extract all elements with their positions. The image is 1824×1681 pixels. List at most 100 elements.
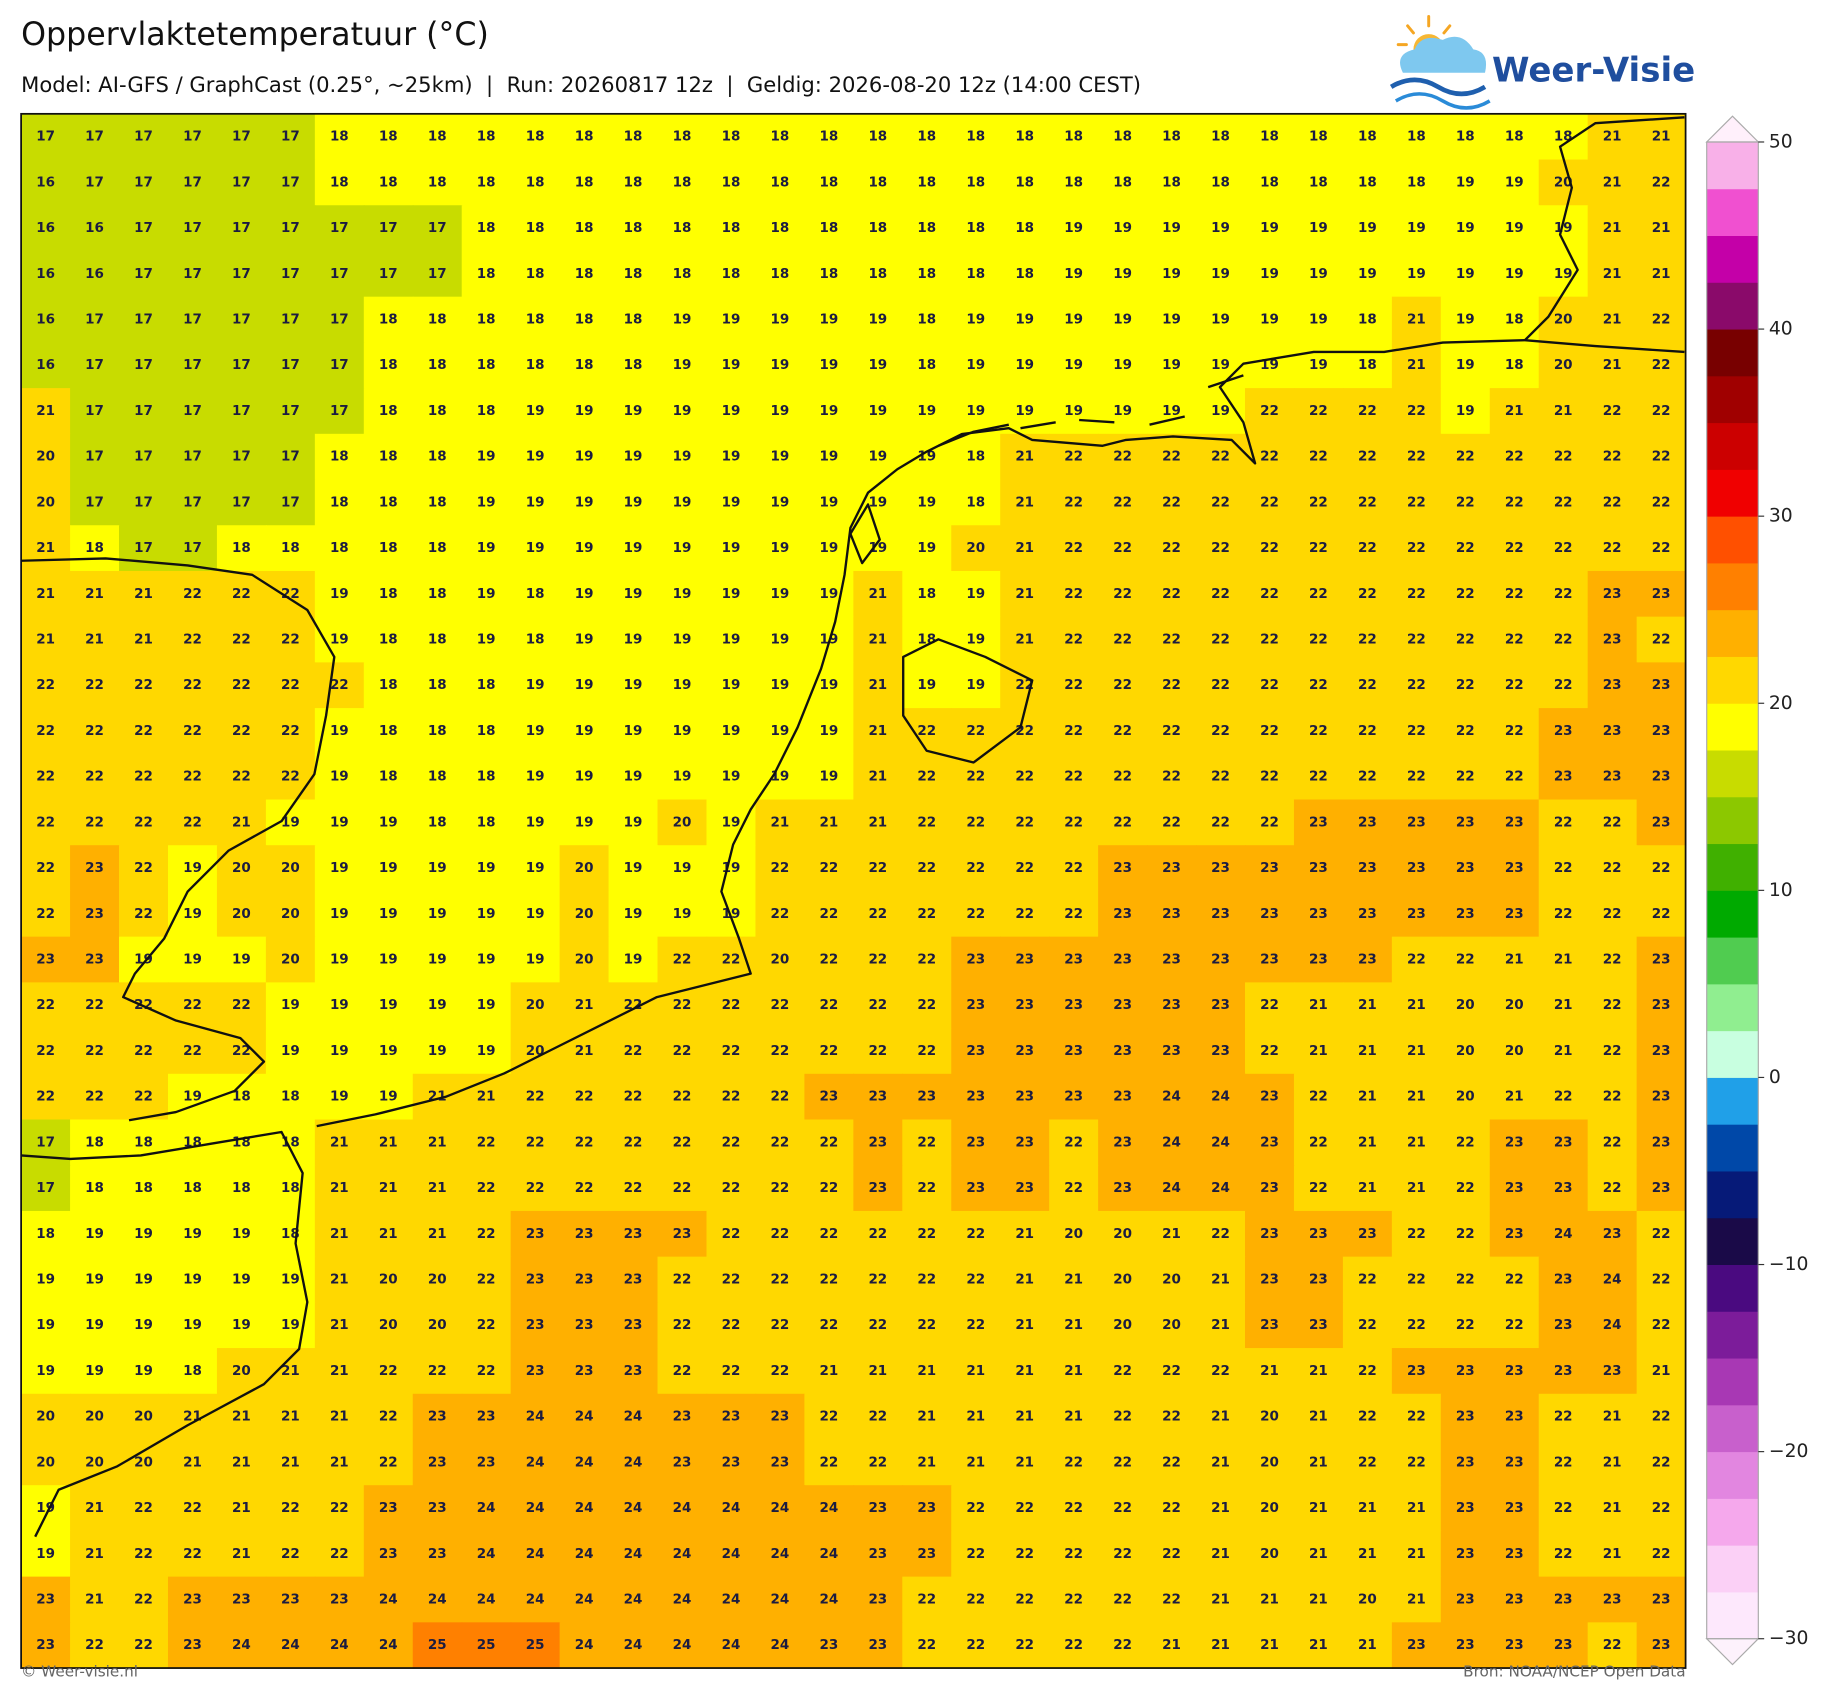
logo-wave [1394, 92, 1491, 110]
temperature-cell [1000, 662, 1050, 709]
temperature-label: 21 [1554, 1043, 1573, 1059]
temperature-label: 22 [819, 1226, 838, 1242]
colorbar-band [1706, 796, 1759, 845]
temperature-label: 19 [1358, 266, 1377, 282]
temperature-cell [1489, 433, 1540, 481]
temperature-label: 19 [673, 677, 692, 693]
temperature-label: 22 [1505, 723, 1524, 739]
temperature-label: 22 [722, 1134, 741, 1150]
temperature-label: 22 [1358, 449, 1377, 465]
temperature-label: 19 [917, 403, 936, 419]
temperature-label: 19 [330, 723, 349, 739]
temperature-label: 22 [1015, 1500, 1034, 1516]
temperature-label: 18 [575, 174, 594, 190]
temperature-label: 19 [1260, 266, 1279, 282]
temperature-cell [608, 479, 659, 526]
temperature-label: 22 [330, 677, 349, 693]
temperature-label: 21 [1358, 1637, 1377, 1653]
temperature-label: 19 [771, 449, 790, 465]
temperature-label: 24 [1554, 1226, 1573, 1242]
temperature-label: 22 [85, 1637, 104, 1653]
temperature-label: 21 [1358, 1180, 1377, 1196]
temperature-label: 22 [1260, 1043, 1279, 1059]
temperature-label: 22 [868, 906, 887, 922]
temperature-label: 23 [1358, 814, 1377, 830]
temperature-cell [1147, 570, 1197, 618]
temperature-label: 22 [1260, 814, 1279, 830]
temperature-cell [461, 708, 512, 755]
temperature-cell [1098, 616, 1148, 664]
temperature-cell [1098, 388, 1148, 435]
temperature-cell [1196, 113, 1246, 161]
temperature-cell [1538, 433, 1589, 481]
temperature-label: 22 [917, 1637, 936, 1653]
temperature-label: 22 [1456, 494, 1475, 510]
temperature-label: 24 [722, 1637, 741, 1653]
temperature-label: 22 [232, 586, 251, 602]
temperature-label: 19 [477, 586, 496, 602]
temperature-label: 22 [1603, 1134, 1622, 1150]
temperature-cell [216, 342, 267, 389]
temperature-label: 19 [624, 449, 643, 465]
temperature-cell [265, 205, 316, 252]
temperature-label: 22 [1456, 449, 1475, 465]
temperature-label: 21 [1603, 1500, 1622, 1516]
temperature-label: 22 [673, 952, 692, 968]
temperature-label: 21 [1407, 1134, 1426, 1150]
temperature-label: 19 [183, 1271, 202, 1287]
logo: Weer-Visie [1389, 15, 1695, 110]
temperature-label: 22 [1211, 769, 1230, 785]
temperature-label: 22 [1113, 1454, 1132, 1470]
temperature-cell [1147, 662, 1197, 709]
temperature-label: 19 [1064, 403, 1083, 419]
temperature-label: 19 [330, 906, 349, 922]
temperature-cell [1342, 113, 1393, 161]
temperature-label: 22 [477, 1363, 496, 1379]
temperature-label: 22 [428, 1363, 447, 1379]
temperature-label: 16 [36, 266, 55, 282]
temperature-label: 22 [1162, 723, 1181, 739]
temperature-label: 19 [477, 906, 496, 922]
temperature-label: 19 [1015, 312, 1034, 328]
temperature-label: 18 [917, 586, 936, 602]
temperature-label: 20 [575, 952, 594, 968]
temperature-label: 19 [868, 357, 887, 373]
temperature-cell [412, 250, 463, 298]
temperature-cell [657, 616, 708, 664]
temperature-label: 22 [1113, 1546, 1132, 1562]
temperature-cell [1293, 662, 1344, 709]
temperature-label: 18 [477, 814, 496, 830]
temperature-label: 22 [1309, 540, 1328, 556]
temperature-label: 19 [1260, 312, 1279, 328]
temperature-cell [510, 113, 561, 161]
temperature-cell [119, 616, 169, 664]
temperature-label: 21 [36, 540, 55, 556]
colorbar-tick-label: −10 [1769, 1254, 1809, 1275]
temperature-cell [510, 525, 561, 572]
temperature-label: 23 [917, 1546, 936, 1562]
temperature-cell [1196, 479, 1246, 526]
temperature-label: 24 [624, 1637, 643, 1653]
temperature-label: 22 [1652, 403, 1671, 419]
temperature-label: 21 [1064, 1409, 1083, 1425]
temperature-label: 22 [526, 1180, 545, 1196]
temperature-label: 19 [673, 769, 692, 785]
temperature-label: 18 [330, 540, 349, 556]
temperature-cell [1049, 296, 1099, 344]
temperature-label: 22 [1113, 1409, 1132, 1425]
temperature-label: 19 [1505, 266, 1524, 282]
temperature-cell [755, 159, 806, 206]
temperature-label: 22 [1015, 814, 1034, 830]
temperature-label: 22 [966, 906, 985, 922]
temperature-label: 18 [379, 449, 398, 465]
temperature-label: 22 [1505, 540, 1524, 556]
temperature-cell [1098, 342, 1148, 389]
temperature-cell [1244, 525, 1295, 572]
temperature-label: 22 [917, 723, 936, 739]
temperature-label: 17 [232, 449, 251, 465]
colorbar-band [1706, 1124, 1759, 1172]
temperature-cell [1538, 479, 1589, 526]
temperature-label: 19 [1505, 220, 1524, 236]
temperature-label: 22 [477, 1271, 496, 1287]
